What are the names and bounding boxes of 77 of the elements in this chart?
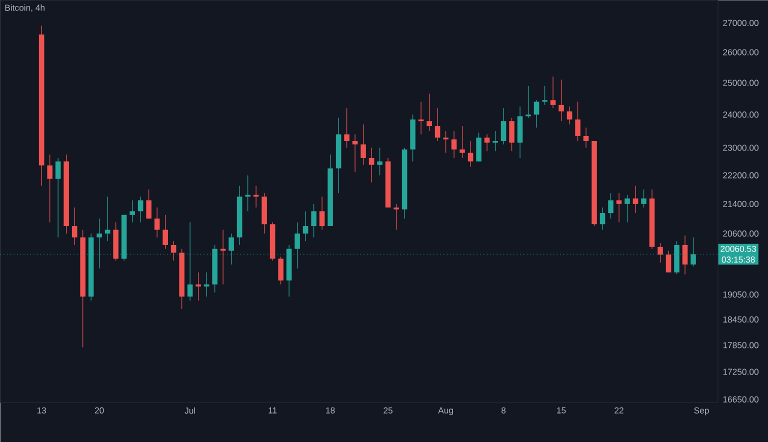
candlestick bbox=[575, 101, 580, 142]
candlestick bbox=[352, 134, 358, 172]
candlestick bbox=[426, 93, 432, 132]
candlestick bbox=[566, 106, 572, 125]
candlestick bbox=[632, 186, 638, 214]
chart-title: Bitcoin, 4h bbox=[5, 4, 44, 12]
y-tick-label: 27000.00 bbox=[723, 20, 758, 26]
candlestick bbox=[302, 210, 308, 242]
y-tick-label: 24000.00 bbox=[723, 112, 758, 118]
candlestick bbox=[204, 272, 210, 297]
y-tick-label: 18450.00 bbox=[723, 316, 758, 322]
candlestick bbox=[616, 192, 622, 223]
ref-line-label: 20060.53 bbox=[720, 246, 756, 252]
candlestick bbox=[476, 132, 482, 162]
x-tick-label: 22 bbox=[614, 407, 624, 414]
candlestick bbox=[658, 242, 663, 263]
y-tick-label: 21400.00 bbox=[723, 200, 758, 207]
candlestick bbox=[344, 108, 350, 148]
candlestick bbox=[583, 127, 589, 148]
candlestick bbox=[154, 207, 160, 238]
y-tick-label: 26000.00 bbox=[723, 49, 758, 56]
text: 03:15:38 bbox=[722, 256, 755, 263]
candlestick bbox=[138, 196, 144, 223]
x-tick-label: 13 bbox=[37, 407, 46, 414]
candlestick bbox=[608, 192, 614, 219]
candlestick bbox=[484, 134, 490, 152]
x-tick-label: Jul bbox=[184, 407, 196, 414]
x-tick-label: 8 bbox=[502, 407, 506, 414]
candlestick bbox=[451, 130, 457, 158]
candlestick bbox=[47, 154, 52, 223]
y-tick-label: 16650.00 bbox=[723, 396, 758, 402]
x-tick-label: 25 bbox=[384, 407, 392, 414]
candlestick bbox=[492, 130, 498, 152]
candlestick bbox=[558, 79, 564, 122]
candlestick bbox=[72, 207, 78, 246]
candlestick bbox=[170, 240, 176, 261]
candlestick bbox=[319, 196, 325, 230]
candlestick bbox=[55, 158, 61, 238]
y-tick-label: 17850.00 bbox=[723, 342, 758, 348]
candlestick bbox=[526, 86, 531, 118]
candlestick bbox=[162, 214, 168, 250]
candlestick bbox=[509, 118, 514, 152]
candlestick bbox=[130, 200, 135, 223]
x-tick-label: 11 bbox=[268, 407, 277, 414]
candlestick bbox=[460, 126, 465, 158]
x-tick-label: Sep bbox=[694, 407, 709, 416]
x-tick-label: 15 bbox=[557, 407, 566, 414]
candlestick bbox=[278, 256, 284, 285]
y-tick-label: 25000.00 bbox=[723, 80, 758, 86]
candlestick bbox=[443, 130, 448, 154]
candlestick bbox=[434, 108, 440, 142]
x-tick-label: 18 bbox=[326, 407, 335, 414]
candlestick bbox=[394, 204, 399, 230]
candlestick bbox=[542, 86, 548, 106]
candlestick bbox=[500, 108, 506, 145]
candlestick bbox=[534, 100, 540, 128]
y-tick-label: 19050.00 bbox=[723, 291, 758, 298]
candlestick bbox=[682, 235, 688, 275]
candlestick bbox=[377, 147, 382, 176]
candlestick bbox=[550, 76, 556, 108]
candlestick bbox=[368, 147, 374, 183]
candlestick bbox=[196, 272, 201, 301]
y-tick-label: 23000.00 bbox=[723, 144, 758, 151]
candlestick bbox=[468, 140, 474, 167]
candlestick bbox=[666, 250, 672, 273]
x-tick-label: 20 bbox=[94, 407, 104, 414]
y-tick-label: 20600.00 bbox=[723, 230, 758, 237]
candlestick bbox=[641, 189, 646, 208]
candlestick bbox=[600, 207, 606, 230]
candlestick bbox=[311, 204, 316, 238]
y-tick-label: 17250.00 bbox=[723, 368, 758, 375]
candlestick bbox=[146, 189, 152, 219]
x-tick-label: Aug bbox=[438, 407, 453, 416]
y-tick-label: 22200.00 bbox=[723, 172, 758, 178]
candlestick bbox=[624, 194, 630, 223]
candlestick bbox=[220, 229, 226, 285]
candlestick bbox=[360, 124, 366, 166]
